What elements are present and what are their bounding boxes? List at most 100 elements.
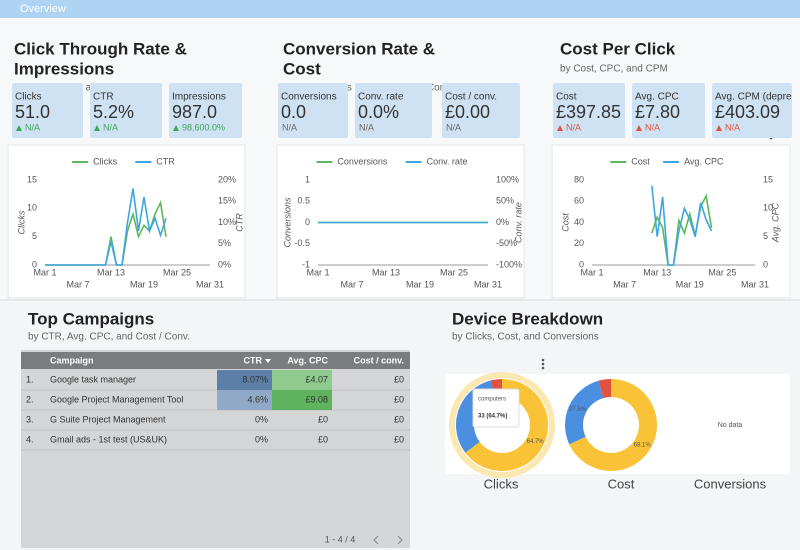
scorecard-delta: N/A [103, 122, 118, 132]
device-subtitle: by Clicks, Cost, and Conversions [452, 332, 599, 343]
x-tick-label: Mar 19 [130, 279, 158, 289]
scorecard-value: £7.80 [635, 102, 680, 122]
scorecard-value: £397.85 [556, 102, 621, 122]
table-cell: £0 [394, 374, 404, 384]
table-cell: 3. [26, 414, 34, 424]
y2-tick-label: 15% [218, 196, 236, 206]
section-subtitle: by Cost, CPC, and CPM [560, 64, 668, 75]
y2-tick-label: 0% [218, 259, 231, 269]
y2-tick-label: 50% [496, 196, 514, 206]
y-tick-label: 60 [574, 196, 584, 206]
scorecard-value: £403.09 [715, 102, 780, 122]
delta-arrow [636, 125, 642, 131]
x-tick-label: Mar 25 [163, 267, 191, 277]
scorecard-delta: N/A [282, 122, 297, 132]
y2-tick-label: 15 [763, 174, 773, 184]
table-cell: £4.07 [305, 374, 328, 384]
chart-card [551, 144, 791, 299]
sort-arrow [265, 359, 271, 363]
y-tick-label: 20 [574, 238, 584, 248]
section-subtitle: by Clicks, CTR, and Impressions [14, 83, 159, 94]
series-line [651, 185, 713, 266]
scorecard-content: Cost£397.85N/A [556, 92, 621, 133]
menu-dot[interactable] [541, 366, 545, 370]
x-tick-label: Mar 1 [580, 267, 603, 277]
column-header: CTR [244, 355, 263, 365]
y2-tick-label: 20% [218, 174, 236, 184]
table-cell: 1. [26, 374, 34, 384]
table-cell: £0 [394, 414, 404, 424]
y2-tick-label: 5 [763, 231, 768, 241]
section-title: Cost [283, 59, 321, 78]
table-cell: £0 [318, 414, 328, 424]
tooltip [472, 388, 520, 428]
legend-label: Conversions [337, 156, 388, 166]
y-tick-label: 0 [579, 259, 584, 269]
table-cell: £0 [318, 434, 328, 444]
y2-tick-label: -50% [496, 238, 517, 248]
x-tick-label: Mar 1 [306, 267, 329, 277]
section-title: Impressions [14, 59, 114, 78]
y2-tick-label: 10 [763, 203, 773, 213]
column-header: Campaign [50, 355, 94, 365]
y-tick-label: 5 [32, 231, 37, 241]
y-tick-label: -1 [302, 259, 310, 269]
column-header: Cost / conv. [354, 355, 404, 365]
y-tick-label: 80 [574, 174, 584, 184]
section-title: Conversion Rate & [283, 39, 435, 58]
scorecard-label: Avg. CPM (depreca [715, 92, 800, 103]
x-tick-label: Mar 19 [676, 279, 704, 289]
hover-ring [449, 372, 555, 478]
y2-tick-label: 0 [763, 259, 768, 269]
y-tick-label: 40 [574, 217, 584, 227]
donut-label: Clicks [484, 476, 519, 491]
y2-axis-title: CTR [234, 213, 244, 232]
y-tick-label: -0.5 [294, 238, 310, 248]
x-tick-label: Mar 25 [440, 267, 468, 277]
y2-tick-label: 0% [496, 217, 509, 227]
x-tick-label: Mar 7 [613, 279, 636, 289]
scorecard-label: CTR [93, 92, 114, 103]
y2-tick-label: -100% [496, 259, 522, 269]
scorecard [169, 83, 242, 138]
menu-dot[interactable] [541, 362, 545, 366]
table-cell: 0% [255, 414, 268, 424]
scorecard-value: 0.0% [358, 102, 399, 122]
y-axis-title: Clicks [16, 210, 26, 234]
legend-label: CTR [156, 156, 175, 166]
y2-tick-label: 5% [218, 238, 231, 248]
menu-dot[interactable] [541, 358, 545, 362]
scorecard [553, 83, 625, 138]
table-cell: 8.07% [242, 374, 268, 384]
y-axis-title: Cost [560, 213, 570, 232]
scorecard-delta: N/A [645, 122, 660, 132]
x-tick-label: Mar 31 [741, 279, 769, 289]
donut-slice [569, 379, 658, 471]
scorecard-label: Impressions [172, 92, 226, 103]
scorecard-delta: N/A [359, 122, 374, 132]
scorecard [355, 83, 432, 138]
column-header: Avg. CPC [287, 355, 328, 365]
scorecard [632, 83, 705, 138]
series-line [45, 188, 167, 266]
page-prev[interactable] [373, 535, 379, 545]
x-tick-label: Mar 25 [708, 267, 736, 277]
scorecard-label: Cost / conv. [445, 92, 497, 103]
table-title: Top Campaigns [28, 309, 154, 328]
heat-cell [217, 390, 272, 410]
page-next[interactable] [397, 535, 403, 545]
table-cell: £0 [394, 434, 404, 444]
scorecard-delta: N/A [25, 122, 40, 132]
legend-label: Cost [631, 156, 650, 166]
x-tick-label: Mar 31 [474, 279, 502, 289]
x-tick-label: Mar 13 [97, 267, 125, 277]
scorecard-content: Cost / conv.£0.00N/A [445, 92, 497, 133]
pagination: 1 - 4 / 4 [325, 534, 356, 544]
scorecard-value: 51.0 [15, 102, 50, 122]
donut-label: Cost [608, 476, 635, 491]
y2-tick-label: 10% [218, 217, 236, 227]
scorecard [278, 83, 348, 138]
